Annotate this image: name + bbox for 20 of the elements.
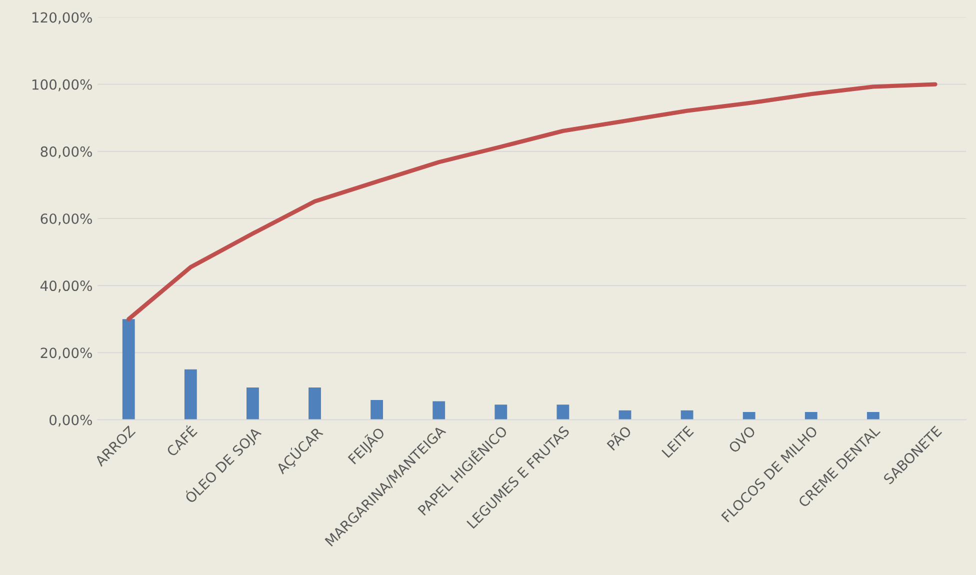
bar — [804, 412, 818, 420]
y-tick-label: 20,00% — [40, 348, 92, 360]
y-tick-label: 80,00% — [40, 146, 92, 158]
x-tick-label: PÃO — [604, 424, 632, 451]
y-tick-label: 120,00% — [32, 12, 92, 24]
bar — [742, 412, 756, 420]
bar — [308, 388, 321, 420]
bar — [184, 369, 197, 420]
y-tick-label: 40,00% — [40, 280, 92, 292]
line-series — [126, 82, 938, 322]
y-tick-label: 100,00% — [32, 79, 92, 92]
bar — [494, 404, 508, 420]
bar — [556, 404, 570, 420]
y-tick-label: 60,00% — [40, 213, 92, 226]
y-tick-label: 0,00% — [50, 414, 92, 427]
bar — [246, 388, 259, 420]
bar — [370, 400, 384, 420]
bar — [122, 319, 135, 420]
bar — [432, 401, 446, 420]
bar — [866, 412, 880, 420]
